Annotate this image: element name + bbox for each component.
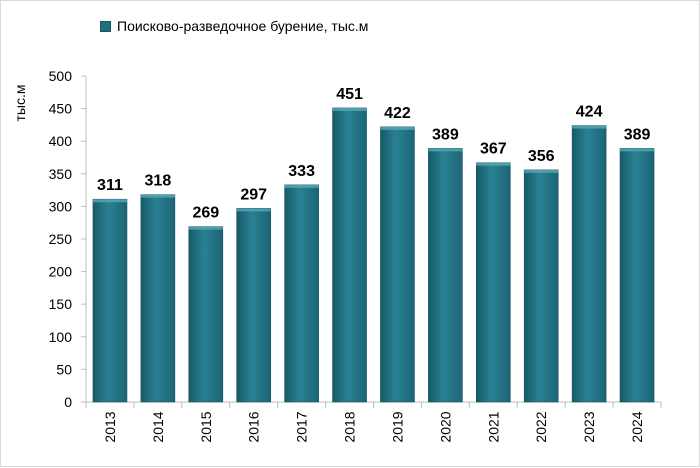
x-tick-label: 2015 bbox=[198, 411, 214, 442]
y-tick-label: 100 bbox=[49, 329, 73, 345]
y-tick-label: 450 bbox=[49, 101, 73, 117]
bar-top-highlight bbox=[428, 148, 463, 152]
bar bbox=[428, 148, 463, 403]
x-tick-label: 2024 bbox=[629, 411, 645, 442]
bar-top-highlight bbox=[188, 226, 223, 230]
bar-top-highlight bbox=[284, 184, 319, 188]
x-tick-label: 2018 bbox=[342, 411, 358, 442]
bar bbox=[619, 148, 655, 403]
x-tick-label: 2017 bbox=[294, 411, 310, 442]
x-tick-label: 2014 bbox=[150, 411, 166, 442]
data-label: 389 bbox=[624, 126, 651, 143]
bar-top-highlight bbox=[524, 169, 559, 173]
x-tick-label: 2019 bbox=[389, 411, 405, 442]
bar-top-highlight bbox=[332, 107, 367, 111]
bar bbox=[571, 125, 607, 403]
legend-swatch bbox=[100, 20, 111, 32]
bar bbox=[380, 126, 415, 403]
bar-top-highlight bbox=[236, 208, 271, 212]
bar bbox=[188, 226, 224, 403]
x-tick-label: 2016 bbox=[246, 411, 262, 442]
bar bbox=[236, 208, 272, 403]
y-tick-label: 0 bbox=[64, 394, 72, 410]
data-label: 333 bbox=[288, 163, 315, 180]
legend-label: Поисково-разведочное бурение, тыс.м bbox=[117, 18, 369, 34]
data-label: 311 bbox=[97, 177, 123, 194]
data-label: 424 bbox=[576, 104, 603, 121]
data-label: 451 bbox=[336, 86, 363, 103]
x-tick-label: 2013 bbox=[102, 411, 118, 442]
data-label: 318 bbox=[145, 173, 172, 190]
bar bbox=[523, 169, 559, 403]
bar bbox=[475, 162, 511, 403]
y-tick-label: 400 bbox=[49, 133, 73, 149]
y-tick-label: 500 bbox=[49, 68, 73, 84]
y-tick-label: 350 bbox=[49, 166, 73, 182]
x-tick-label: 2021 bbox=[485, 411, 501, 442]
x-tick-label: 2023 bbox=[581, 411, 597, 442]
bar bbox=[332, 107, 367, 403]
bar-top-highlight bbox=[476, 162, 511, 166]
bar-top-highlight bbox=[92, 199, 127, 203]
bar-top-highlight bbox=[380, 126, 415, 130]
data-label: 297 bbox=[240, 186, 267, 203]
bar-top-highlight bbox=[572, 125, 607, 129]
y-tick-label: 150 bbox=[49, 296, 73, 312]
y-tick-label: 200 bbox=[49, 264, 73, 280]
legend: Поисково-разведочное бурение, тыс.м bbox=[100, 18, 368, 34]
y-tick-label: 50 bbox=[56, 361, 72, 377]
y-axis-label: тыс.м bbox=[12, 85, 28, 122]
bar bbox=[284, 184, 319, 403]
x-tick-label: 2020 bbox=[437, 411, 453, 442]
bar-top-highlight bbox=[620, 148, 655, 152]
data-label: 269 bbox=[192, 205, 219, 222]
bar bbox=[92, 198, 128, 403]
y-tick-label: 300 bbox=[49, 198, 73, 214]
data-label: 422 bbox=[384, 105, 411, 122]
data-label: 389 bbox=[432, 126, 459, 143]
bar bbox=[140, 194, 176, 403]
data-label: 356 bbox=[528, 148, 555, 165]
x-tick-label: 2022 bbox=[533, 411, 549, 442]
y-tick-label: 250 bbox=[49, 231, 73, 247]
data-label: 367 bbox=[480, 141, 507, 158]
bar-top-highlight bbox=[140, 194, 175, 198]
